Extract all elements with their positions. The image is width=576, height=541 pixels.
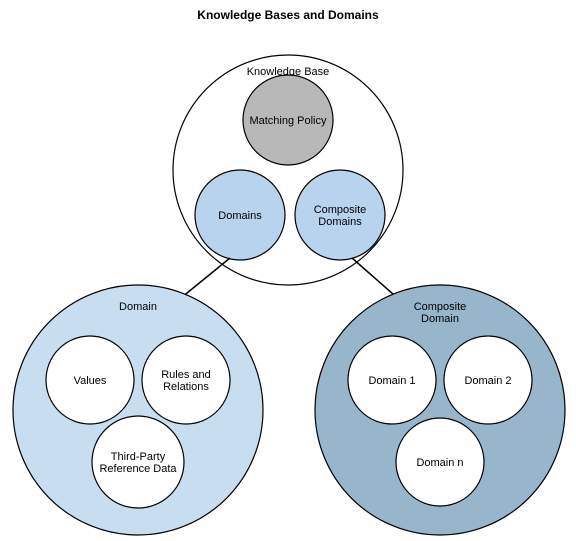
- rules-label: Rules andRelations: [161, 369, 211, 393]
- domain-container-label: Domain: [119, 301, 157, 313]
- domain1-label: Domain 1: [368, 375, 415, 387]
- composite-domains-label: CompositeDomains: [314, 204, 367, 228]
- diagram-title: Knowledge Bases and Domains: [0, 8, 576, 22]
- values-label: Values: [74, 375, 107, 387]
- composite-container-label: CompositeDomain: [414, 301, 467, 325]
- domainn-label: Domain n: [416, 457, 463, 469]
- diagram-canvas: Knowledge Base Matching Policy Domains C…: [0, 0, 576, 541]
- domains-label: Domains: [218, 210, 262, 222]
- domain2-label: Domain 2: [464, 375, 511, 387]
- matching-policy-label: Matching Policy: [249, 115, 327, 127]
